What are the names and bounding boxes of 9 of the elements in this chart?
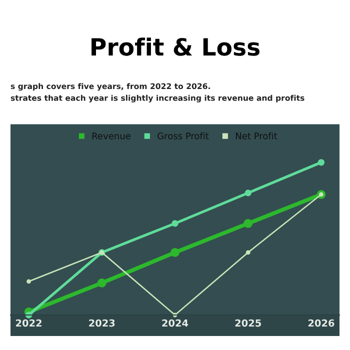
- chart-title: Profit & Loss: [92, 38, 260, 56]
- x-tick-label: 2022: [16, 319, 42, 327]
- x-tick-label: 2026: [308, 319, 334, 327]
- legend-label: Net Profit: [236, 132, 278, 140]
- legend-label: Revenue: [92, 132, 130, 140]
- x-tick-label: 2024: [162, 319, 188, 327]
- x-tick-label: 2023: [89, 319, 115, 327]
- x-tick-label: 2025: [235, 319, 261, 327]
- legend-label: Gross Profit: [158, 132, 209, 140]
